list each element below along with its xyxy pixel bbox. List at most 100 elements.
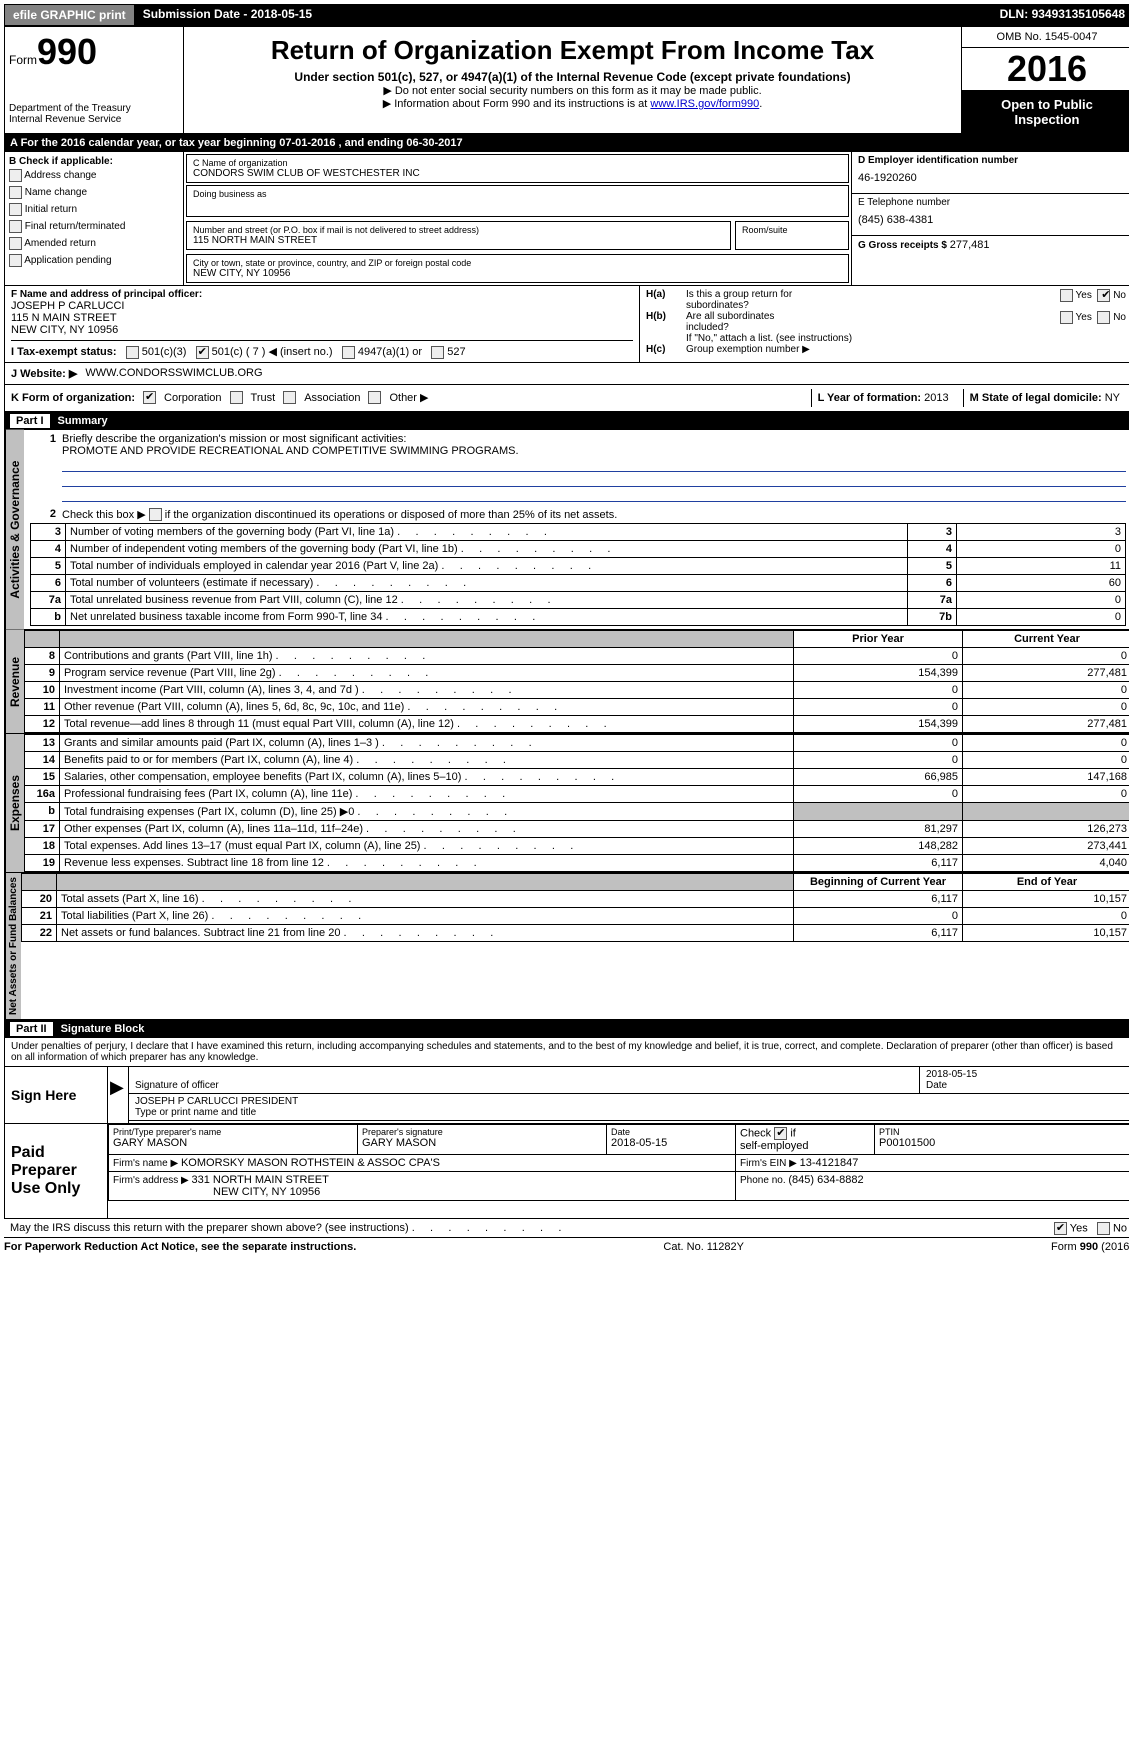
sig-date-value: 2018-05-15 [926,1069,977,1080]
q1-answer: PROMOTE AND PROVIDE RECREATIONAL AND COM… [62,445,519,457]
row-val: 0 [957,609,1126,626]
prep-sig-value: GARY MASON [362,1137,602,1149]
dln-label: DLN: [1000,7,1032,21]
ha-yes-checkbox[interactable] [1060,289,1073,302]
row-desc: Total expenses. Add lines 13–17 (must eq… [60,838,794,855]
row-a-text-a: A For the 2016 calendar year, or tax yea… [10,137,279,149]
note2-text: Information about Form 990 and its instr… [394,98,650,110]
hb-no-checkbox[interactable] [1097,311,1110,324]
self-employed-checkbox[interactable] [774,1127,787,1140]
f-city: NEW CITY, NY 10956 [11,324,633,336]
dept-line1: Department of the Treasury [9,103,179,114]
row-desc: Benefits paid to or for members (Part IX… [60,752,794,769]
paid-preparer-label: Paid Preparer Use Only [5,1124,108,1218]
officer-name-label: Type or print name and title [135,1107,256,1118]
open-line2: Inspection [966,112,1128,127]
opt-4947: 4947(a)(1) or [358,346,422,358]
vlabel-expenses: Expenses [5,734,24,872]
firm-addr-cell: Firm's address ▶ 331 NORTH MAIN STREET N… [109,1172,736,1201]
footer-left: For Paperwork Reduction Act Notice, see … [4,1241,356,1253]
col-b-checkbox[interactable] [9,254,22,267]
k-trust-checkbox[interactable] [230,391,243,404]
table-row: 13Grants and similar amounts paid (Part … [25,735,1129,752]
table-row: 5Total number of individuals employed in… [31,558,1126,575]
j-value: WWW.CONDORSSWIMCLUB.ORG [85,367,262,379]
row-desc: Number of voting members of the governin… [66,524,908,541]
row-box: 6 [908,575,957,592]
mission-line [62,487,1126,502]
city-label: City or town, state or province, country… [193,258,842,268]
hb-yes-checkbox[interactable] [1060,311,1073,324]
col-b-checkbox[interactable] [9,237,22,250]
tax-year: 2016 [962,48,1129,91]
row-desc: Investment income (Part VIII, column (A)… [60,682,794,699]
firm-phone-cell: Phone no. (845) 634-8882 [736,1172,1129,1201]
row-num: 19 [25,855,60,872]
q1-num: 1 [30,433,56,502]
irs-link[interactable]: www.IRS.gov/form990 [650,98,759,110]
checkbox-4947[interactable] [342,346,355,359]
k-assoc-checkbox[interactable] [283,391,296,404]
row-prior: 154,399 [794,716,963,733]
checkbox-501c3[interactable] [126,346,139,359]
discuss-no-checkbox[interactable] [1097,1222,1110,1235]
table-row: 16aProfessional fundraising fees (Part I… [25,786,1129,803]
row-num: 13 [25,735,60,752]
checkbox-501c[interactable] [196,346,209,359]
ha-no-checkbox[interactable] [1097,289,1110,302]
table-row: 4Number of independent voting members of… [31,541,1126,558]
header-middle: Return of Organization Exempt From Incom… [184,27,961,133]
hc-label: H(c) [646,344,686,355]
officer-sig-label: Signature of officer [135,1080,219,1091]
row-num: 12 [25,716,60,733]
q1-text: Briefly describe the organization's miss… [62,433,406,445]
efile-print-button[interactable]: efile GRAPHIC print [4,4,135,26]
submission-date-value: 2018-05-15 [251,7,312,21]
col-current: Current Year [963,631,1129,648]
row-current: 277,481 [963,716,1129,733]
k-other-checkbox[interactable] [368,391,381,404]
street-label: Number and street (or P.O. box if mail i… [193,225,724,235]
col-b-checkbox[interactable] [9,203,22,216]
col-b-checkbox[interactable] [9,186,22,199]
row-num: 21 [22,908,57,925]
q2-checkbox[interactable] [149,508,162,521]
phone-label: E Telephone number [858,197,1126,208]
col-b-item: Address change [9,167,179,184]
i-label: I Tax-exempt status: [11,346,117,358]
ha-q2: subordinates? [686,300,749,311]
form-number: 990 [37,31,97,72]
table-row: 14Benefits paid to or for members (Part … [25,752,1129,769]
signature-block: Sign Here ▶ Signature of officer 2018-05… [4,1067,1129,1124]
mission-line [62,472,1126,487]
row-desc: Net assets or fund balances. Subtract li… [57,925,794,942]
row-val: 0 [957,592,1126,609]
hb-q2: included? [686,322,729,333]
discuss-yes: Yes [1070,1223,1088,1235]
ein-label: D Employer identification number [858,155,1126,166]
section-activities-governance: Activities & Governance 1 Briefly descri… [4,430,1129,631]
col-b-checkbox[interactable] [9,220,22,233]
row-desc: Other expenses (Part IX, column (A), lin… [60,821,794,838]
row-current: 0 [963,786,1129,803]
row-desc: Net unrelated business taxable income fr… [66,609,908,626]
part1-title: Summary [58,415,108,427]
ha-q1: Is this a group return for [686,289,792,300]
discuss-yes-checkbox[interactable] [1054,1222,1067,1235]
part2-title: Signature Block [61,1023,145,1035]
row-prior: 6,117 [794,855,963,872]
footer-right: Form 990 (2016) [1051,1241,1129,1253]
header-right: OMB No. 1545-0047 2016 Open to Public In… [961,27,1129,133]
table-header-row: Beginning of Current Year End of Year [22,874,1129,891]
preparer-row2: Firm's name ▶ KOMORSKY MASON ROTHSTEIN &… [109,1155,1129,1172]
row-desc: Total assets (Part X, line 16) [57,891,794,908]
room-box: Room/suite [735,221,849,250]
col-beginning: Beginning of Current Year [794,874,963,891]
prep-name-label: Print/Type preparer's name [113,1127,353,1137]
revenue-table: Prior Year Current Year 8Contributions a… [24,630,1129,733]
checkbox-527[interactable] [431,346,444,359]
col-b-checkbox[interactable] [9,169,22,182]
paid-preparer-block: Paid Preparer Use Only Print/Type prepar… [4,1124,1129,1219]
k-corp-checkbox[interactable] [143,391,156,404]
firm-phone-value: (845) 634-8882 [788,1174,863,1186]
